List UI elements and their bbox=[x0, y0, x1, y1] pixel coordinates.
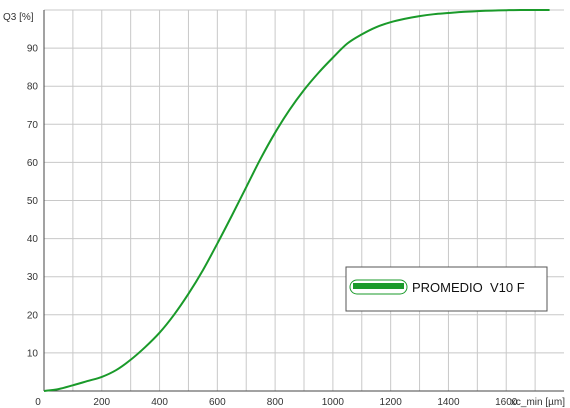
x-tick-label: 400 bbox=[151, 397, 168, 408]
y-tick-label: 10 bbox=[27, 348, 39, 359]
y-axis-title: Q3 [%] bbox=[3, 12, 34, 23]
legend-swatch bbox=[353, 283, 404, 289]
y-tick-label: 70 bbox=[27, 120, 39, 131]
series-line bbox=[43, 8, 550, 392]
x-tick-label: 1000 bbox=[322, 397, 345, 408]
legend-label: PROMEDIO V10 F bbox=[412, 280, 525, 295]
series-layer bbox=[43, 8, 550, 392]
y-tick-label: 20 bbox=[27, 310, 39, 321]
y-tick-label: 40 bbox=[27, 234, 39, 245]
x-tick-label: 1400 bbox=[437, 397, 460, 408]
x-tick-label: 1200 bbox=[380, 397, 403, 408]
x-tick-label: 600 bbox=[209, 397, 226, 408]
x-tick-label: 1600 bbox=[495, 397, 518, 408]
tick-labels: 10 20 30 40 50 60 70 80 90 0 200 400 600 800 1000 1200 1… bbox=[27, 44, 518, 408]
y-tick-label: 80 bbox=[27, 82, 39, 93]
x-axis-title: xc_min [µm] bbox=[511, 397, 565, 408]
axes bbox=[43, 10, 564, 392]
x-tick-label: 0 bbox=[35, 397, 41, 408]
x-tick-label: 800 bbox=[267, 397, 284, 408]
y-tick-label: 90 bbox=[27, 44, 39, 55]
y-tick-label: 30 bbox=[27, 272, 39, 283]
y-tick-label: 60 bbox=[27, 158, 39, 169]
x-tick-label: 200 bbox=[93, 397, 110, 408]
legend: PROMEDIO V10 F bbox=[345, 266, 548, 312]
y-tick-label: 50 bbox=[27, 196, 39, 207]
